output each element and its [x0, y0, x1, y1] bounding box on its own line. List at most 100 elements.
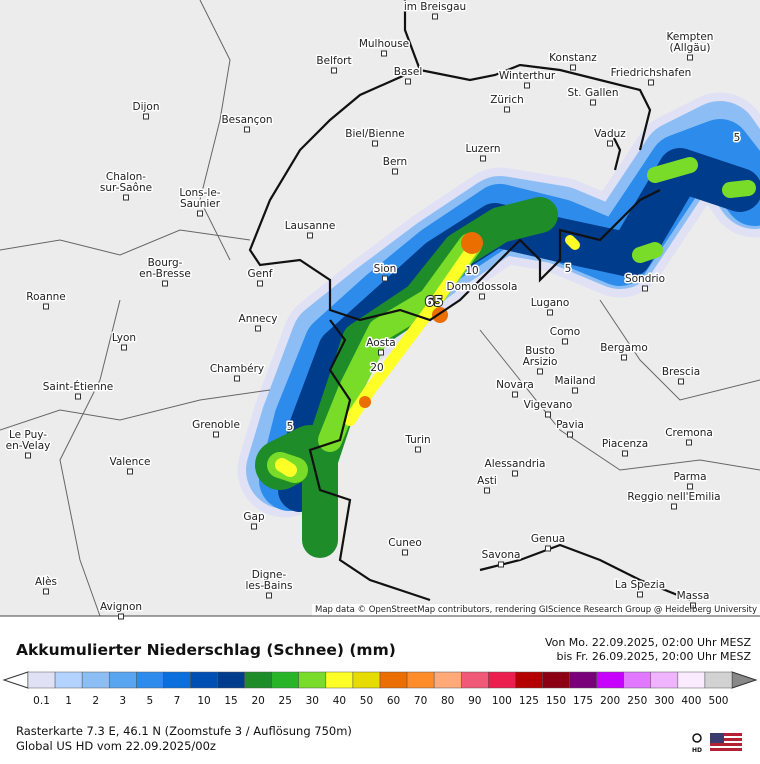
colorbar-label: 1 [65, 695, 72, 707]
city-marker [562, 338, 568, 345]
colorbar-cell [163, 671, 191, 689]
contour-label: 5 [287, 421, 294, 433]
colorbar-label: 175 [573, 695, 593, 707]
city-marker [372, 140, 378, 147]
colorbar-arrow-left [2, 671, 29, 689]
city-marker [690, 602, 696, 609]
colorbar-cell [271, 671, 300, 689]
colorbar-label: 400 [681, 695, 701, 707]
city-label: Lugano [531, 297, 570, 309]
colorbar-cell [569, 671, 597, 689]
city-marker [121, 344, 127, 351]
colorbar-label: 150 [546, 695, 566, 707]
colorbar-label: 250 [627, 695, 647, 707]
legend-title: Akkumulierter Niederschlag (Schnee) (mm) [16, 641, 396, 659]
period-end: bis Fr. 26.09.2025, 20:00 Uhr MESZ [557, 650, 752, 663]
colorbar-label: 20 [251, 695, 264, 707]
city-marker [479, 293, 485, 300]
contour-label: 10 [465, 265, 478, 277]
city-label: Valence [109, 456, 150, 468]
colorbar-label: 200 [600, 695, 620, 707]
contour-label: 20 [370, 362, 383, 374]
colorbar-cell [54, 671, 83, 689]
colorbar-label: 90 [468, 695, 481, 707]
borders [248, 0, 691, 602]
city-marker [378, 349, 384, 356]
city-label: Genua [531, 533, 565, 545]
city-label: en-Bresse [139, 268, 191, 280]
city-label: Friedrichshafen [611, 67, 692, 79]
colorbar-label: 5 [147, 695, 154, 707]
colorbar-cell [27, 671, 56, 689]
city-marker [537, 368, 543, 375]
city-marker [621, 354, 627, 361]
colorbar-label: 15 [224, 695, 237, 707]
city-marker [607, 140, 613, 147]
city-label: Bern [383, 156, 407, 168]
city-marker [257, 280, 263, 287]
colorbar-arrow-right [731, 671, 758, 689]
city-label: Lyon [112, 332, 136, 344]
city-marker [213, 431, 219, 438]
flag-icon: HD [692, 733, 742, 754]
city-label: Turin [404, 434, 430, 446]
city-label: Parma [673, 471, 706, 483]
city-marker [162, 280, 168, 287]
contour-label: 5 [565, 263, 572, 275]
city-marker [432, 13, 438, 20]
city-label: Avignon [100, 601, 142, 613]
city-marker [642, 285, 648, 292]
city-label: Biel/Bienne [345, 128, 404, 140]
period-start: Von Mo. 22.09.2025, 02:00 Uhr MESZ [545, 636, 752, 649]
colorbar-label: 40 [333, 695, 346, 707]
city-marker [671, 503, 677, 510]
colorbar-cell [596, 671, 624, 689]
city-marker [382, 275, 388, 282]
colorbar-cell [136, 671, 164, 689]
city-label: Lausanne [285, 220, 336, 232]
contour-label: 5 [734, 132, 741, 144]
city-marker [251, 523, 257, 530]
colorbar-label: 0.1 [33, 695, 50, 707]
city-label: St. Gallen [568, 87, 619, 99]
city-label: Chalon- [106, 171, 146, 183]
city-marker [75, 393, 81, 400]
city-label: (Allgäu) [670, 42, 711, 54]
city-marker [244, 126, 250, 133]
city-label: Busto [525, 345, 555, 357]
city-label: Vigevano [524, 399, 573, 411]
colorbar-cell [704, 671, 733, 689]
precipitation-field [237, 92, 760, 558]
colorbar-cell [190, 671, 218, 689]
city-marker [570, 64, 576, 71]
city-label: Bourg- [148, 257, 183, 269]
city-marker [687, 54, 693, 61]
city-marker [512, 391, 518, 398]
city-marker [266, 592, 272, 599]
city-marker [415, 446, 421, 453]
city-label: Reggio nell'Emilia [627, 491, 720, 503]
city-label: Lons-le- [179, 187, 220, 199]
colorbar-label: 25 [279, 695, 292, 707]
city-marker [545, 411, 551, 418]
city-marker [622, 450, 628, 457]
city-label: Kempten [667, 31, 714, 43]
city-label: im Breisgau [404, 1, 466, 13]
city-marker [43, 303, 49, 310]
city-marker [637, 591, 643, 598]
colorbar-cell [379, 671, 408, 689]
city-marker [547, 309, 553, 316]
city-label: Mulhouse [359, 38, 409, 50]
city-label: Le Puy- [9, 429, 47, 441]
city-label: Chambéry [210, 363, 264, 375]
city-label: Cuneo [388, 537, 422, 549]
city-label: Vaduz [594, 128, 626, 140]
colorbar-cell [81, 671, 110, 689]
city-marker [234, 375, 240, 382]
city-label: Novara [496, 379, 534, 391]
city-marker [197, 210, 203, 217]
city-label: Dijon [133, 101, 160, 113]
colorbar-label: 125 [519, 695, 539, 707]
city-label: Piacenza [602, 438, 648, 450]
